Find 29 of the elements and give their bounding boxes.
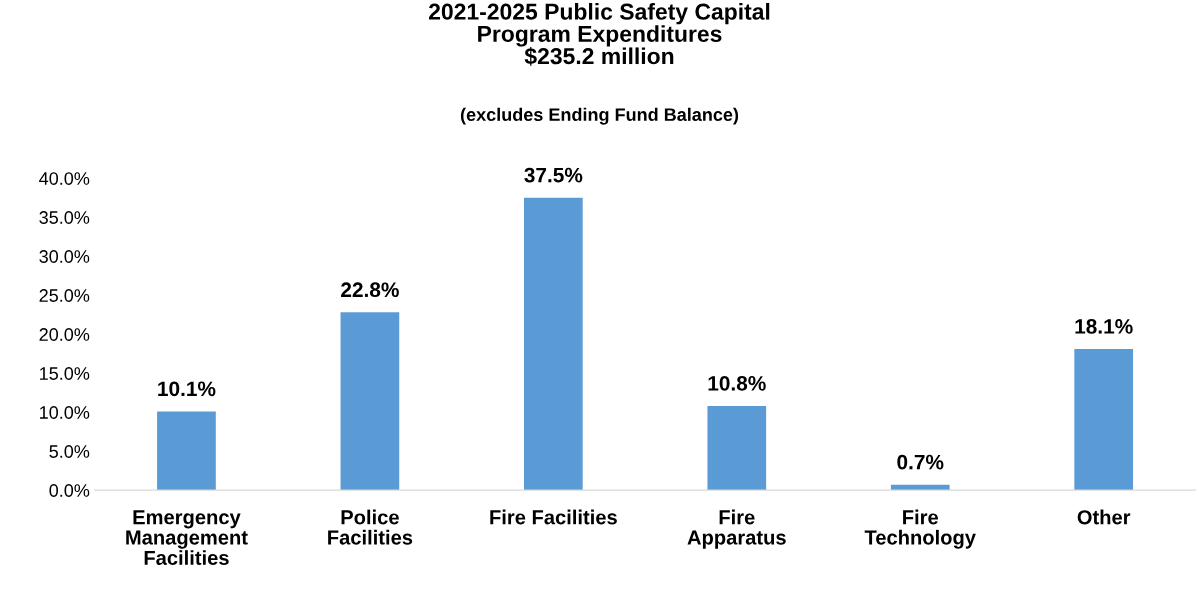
y-tick-label: 0.0% xyxy=(49,484,90,497)
y-tick-label: 10.0% xyxy=(40,406,90,419)
data-label: 10.8% xyxy=(708,375,766,391)
x-tick-label: Fire Technology xyxy=(864,509,976,549)
data-label: 22.8% xyxy=(341,282,399,298)
bar xyxy=(523,197,583,491)
bar xyxy=(707,405,767,491)
y-tick-label: 25.0% xyxy=(39,289,90,302)
bar xyxy=(157,411,216,491)
y-tick-label: 5.0% xyxy=(49,445,90,458)
bar xyxy=(340,312,400,491)
data-label: 0.7% xyxy=(897,454,944,470)
y-tick-label: 35.0% xyxy=(39,211,90,224)
y-tick-label: 30.0% xyxy=(39,250,90,263)
bar xyxy=(890,484,950,491)
x-tick-label: Police Facilities xyxy=(328,509,413,545)
x-tick-label: Other xyxy=(1077,509,1131,525)
y-tick-label: 15.0% xyxy=(40,367,90,380)
y-tick-label: 40.0% xyxy=(39,172,90,185)
data-label: 18.1% xyxy=(1075,319,1133,334)
y-tick-label: 20.0% xyxy=(39,328,90,341)
x-tick-label: Emergency Management Facilities xyxy=(126,510,248,565)
x-tick-label: Fire Facilities xyxy=(490,509,617,525)
data-label: 10.1% xyxy=(158,381,216,397)
chart-title: 2021-2025 Public Safety Capital Program Expenditures $235.2 million xyxy=(428,2,770,66)
chart-subtitle: (excludes Ending Fund Balance) xyxy=(460,107,739,125)
data-label: 37.5% xyxy=(524,167,583,183)
x-tick-label: Fire Apparatus xyxy=(687,509,786,549)
bar xyxy=(1074,349,1134,491)
